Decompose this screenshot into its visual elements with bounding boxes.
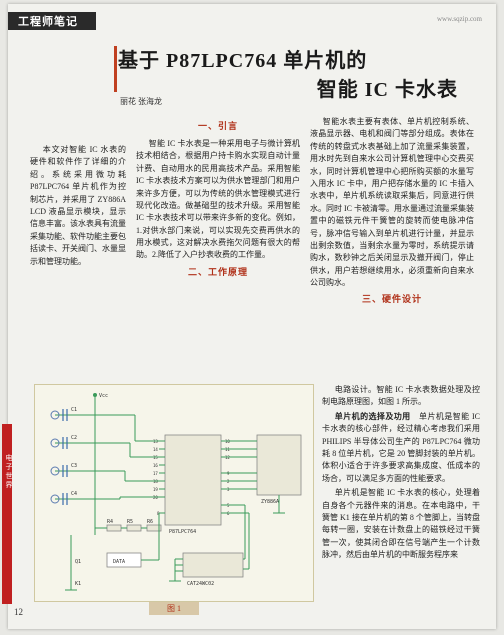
col3-para-1: 智能水表主要有表体、单片机控制系统、液晶显示器、电机和阀门等部分组成。表体在传统… bbox=[310, 116, 474, 289]
magazine-name-vertical: 电子世界 bbox=[4, 454, 14, 490]
header-url: www.sqzip.com bbox=[437, 15, 482, 23]
figure-1-caption: 图 1 bbox=[149, 602, 199, 615]
vcc-label: Vcc bbox=[99, 393, 108, 399]
svg-text:R4: R4 bbox=[107, 519, 113, 525]
mcu-label: P87LPC764 bbox=[169, 529, 196, 535]
eeprom-chip bbox=[183, 553, 243, 577]
svg-text:C2: C2 bbox=[71, 435, 77, 441]
mcu-chip bbox=[165, 435, 221, 525]
section-label: 工程师笔记 bbox=[18, 13, 78, 29]
cap-branch-4: C4 bbox=[51, 491, 95, 505]
body-columns: 本文对智能 IC 水表的硬件和软件作了详细的介绍。系统采用微功耗 P87LPC7… bbox=[30, 116, 480, 311]
mcu-pins-right: 10 11 12 9 2 3 5 6 bbox=[221, 439, 231, 516]
article-title: 基于 P87LPC764 单片机的 智能 IC 卡水表 bbox=[118, 44, 488, 102]
vcc-node bbox=[93, 393, 97, 397]
svg-text:C4: C4 bbox=[71, 491, 77, 497]
cap-branch-1: C1 bbox=[51, 407, 95, 421]
svg-text:C1: C1 bbox=[71, 407, 77, 413]
col2-para-1: 智能 IC 卡水表是一种采用电子与微计算机技术相结合，根据用户持卡购水实现自动计… bbox=[136, 138, 300, 262]
eeprom-label: CAT24WC02 bbox=[187, 581, 214, 587]
title-accent-bar bbox=[114, 46, 117, 92]
svg-text:19: 19 bbox=[153, 487, 158, 492]
col3b-para-1: 电路设计。智能 IC 卡水表数据处理及控制电路原理图，如图 1 所示。 bbox=[322, 384, 480, 409]
column-3-continued: 电路设计。智能 IC 卡水表数据处理及控制电路原理图，如图 1 所示。 单片机的… bbox=[322, 384, 480, 563]
authors: 丽花 张海龙 bbox=[120, 96, 162, 107]
intro-para: 本文对智能 IC 水表的硬件和软件作了详细的介绍。系统采用微功耗 P87LPC7… bbox=[30, 144, 126, 268]
resistor-row: R4 R5 R6 bbox=[95, 519, 161, 531]
svg-text:14: 14 bbox=[153, 447, 158, 452]
col3b-para-2: 单片机的选择及功用 单片机是智能 IC 卡水表的核心部件，经过精心考虑我们采用 … bbox=[322, 411, 480, 485]
title-line-2: 智能 IC 卡水表 bbox=[118, 73, 458, 102]
column-3: 智能水表主要有表体、单片机控制系统、液晶显示器、电机和阀门等部分组成。表体在传统… bbox=[310, 116, 474, 311]
col3b-para-3: 单片机是智能 IC 卡水表的核心，处理着自身各个元器件来的消息。在本电路中，干簧… bbox=[322, 487, 480, 561]
title-line-1: 基于 P87LPC764 单片机的 bbox=[118, 44, 488, 73]
section-1-heading: 一、引言 bbox=[136, 120, 300, 134]
section-2-heading: 二、工作原理 bbox=[136, 266, 300, 280]
page: 工程师笔记 www.sqzip.com 基于 P87LPC764 单片机的 智能… bbox=[8, 4, 496, 629]
svg-text:C3: C3 bbox=[71, 463, 77, 469]
lcd-chip bbox=[257, 435, 301, 495]
data-label: DATA bbox=[113, 559, 125, 565]
sidebar-red-tab bbox=[2, 424, 12, 604]
svg-text:R6: R6 bbox=[147, 519, 153, 525]
lcd-label: ZY886A bbox=[261, 499, 279, 505]
cap-branch-2: C2 bbox=[51, 435, 95, 449]
col3b-p2-text: 单片机是智能 IC 卡水表的核心部件，经过精心考虑我们采用 PHILIPS 半导… bbox=[322, 412, 480, 483]
column-1: 本文对智能 IC 水表的硬件和软件作了详细的介绍。系统采用微功耗 P87LPC7… bbox=[30, 116, 126, 311]
schematic-svg: Vcc C1 C2 C bbox=[35, 385, 315, 603]
header-band bbox=[8, 12, 496, 30]
q1-label: Q1 bbox=[75, 559, 81, 565]
svg-text:16: 16 bbox=[153, 463, 158, 468]
section-3-heading: 三、硬件设计 bbox=[310, 293, 474, 307]
figure-1-schematic: Vcc C1 C2 C bbox=[34, 384, 314, 602]
mcu-pins-left: 13 14 15 16 17 18 19 20 8 bbox=[153, 439, 165, 516]
subhead-chip-select: 单片机的选择及功用 bbox=[335, 412, 411, 421]
column-2: 一、引言 智能 IC 卡水表是一种采用电子与微计算机技术相结合，根据用户持卡购水… bbox=[136, 116, 300, 311]
cap-branch-3: C3 bbox=[51, 463, 95, 477]
svg-text:17: 17 bbox=[153, 471, 158, 476]
k1-label: K1 bbox=[75, 581, 81, 587]
svg-text:R5: R5 bbox=[127, 519, 133, 525]
page-number: 12 bbox=[14, 607, 23, 617]
